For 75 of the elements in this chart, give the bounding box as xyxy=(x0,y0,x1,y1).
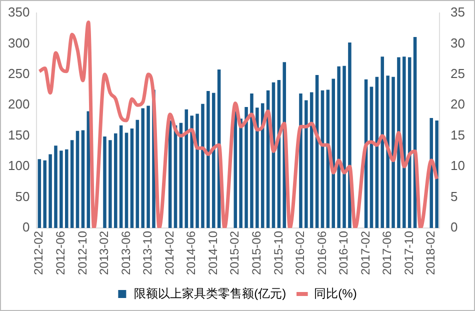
y-tick-label: 0 xyxy=(22,220,30,235)
bar xyxy=(196,114,199,228)
bar xyxy=(38,159,42,228)
bar xyxy=(190,116,194,228)
bar xyxy=(81,130,85,228)
bar xyxy=(48,154,52,228)
x-tick-label: 2017-10 xyxy=(402,230,416,276)
y2-tick-label: 5 xyxy=(450,188,458,204)
bar xyxy=(244,106,248,228)
y2-tick-label: 20 xyxy=(450,96,466,112)
bar xyxy=(386,76,390,228)
y-tick-label: 200 xyxy=(8,96,30,112)
x-tick-label: 2012-02 xyxy=(32,230,46,276)
y2-tick-label: 10 xyxy=(450,158,466,174)
x-tick-label: 2012-10 xyxy=(75,230,90,276)
bar xyxy=(430,118,434,228)
y-tick-label: 150 xyxy=(8,127,30,142)
bar xyxy=(114,133,118,228)
x-tick-label: 2014-10 xyxy=(206,230,220,276)
x-tick-label: 2014-02 xyxy=(162,230,176,276)
y-tick-label: 350 xyxy=(8,4,30,20)
x-tick-label: 2016-02 xyxy=(293,230,308,276)
bar xyxy=(136,120,140,228)
legend-label: 同比(%) xyxy=(314,286,357,300)
bar xyxy=(206,91,210,228)
bar xyxy=(60,150,63,228)
x-tick-label: 2012-06 xyxy=(54,230,68,276)
bar xyxy=(43,160,46,228)
x-tick-label: 2017-02 xyxy=(358,230,372,276)
bar xyxy=(380,56,384,228)
y-tick-label: 50 xyxy=(15,188,30,204)
bar xyxy=(370,86,374,228)
x-tick-label: 2015-10 xyxy=(271,230,286,276)
x-tick-label: 2015-02 xyxy=(228,230,242,276)
bar xyxy=(119,125,123,228)
bar xyxy=(402,56,406,228)
bar xyxy=(250,93,254,228)
x-tick-label: 2013-06 xyxy=(118,230,133,276)
x-tick-label: 2017-06 xyxy=(380,230,394,276)
y2-tick-label: 35 xyxy=(450,4,466,20)
y-tick-label: 300 xyxy=(8,35,30,50)
bar xyxy=(130,128,134,228)
bar xyxy=(435,120,438,228)
bar xyxy=(256,108,259,228)
y2-tick-label: 0 xyxy=(450,220,458,235)
bar xyxy=(54,146,58,228)
x-tick-label: 2015-06 xyxy=(249,230,264,276)
bar xyxy=(337,66,340,228)
bar xyxy=(239,118,242,228)
y-tick-label: 100 xyxy=(8,158,30,174)
x-tick-label: 2016-06 xyxy=(314,230,329,276)
x-tick-label: 2014-06 xyxy=(184,230,198,276)
y2-tick-label: 15 xyxy=(450,127,466,142)
bar xyxy=(124,132,128,228)
bar xyxy=(146,106,150,228)
legend-label: 限额以上家具类零售额(亿元) xyxy=(134,286,286,300)
bar xyxy=(304,100,308,228)
bar xyxy=(299,93,302,228)
x-tick-label: 2013-10 xyxy=(140,230,155,276)
y2-tick-label: 30 xyxy=(450,35,466,50)
bar xyxy=(103,136,106,228)
y-tick-label: 250 xyxy=(8,66,30,81)
bar xyxy=(70,140,74,228)
bar xyxy=(108,140,112,228)
bar xyxy=(212,92,216,228)
bar xyxy=(392,76,395,228)
x-tick-label: 2016-10 xyxy=(336,230,351,276)
x-tick-label: 2018-02 xyxy=(424,230,438,276)
x-tick-label: 2013-02 xyxy=(97,230,112,276)
bar xyxy=(342,66,346,228)
y2-tick-label: 25 xyxy=(450,66,466,81)
bar xyxy=(201,104,204,228)
bar xyxy=(141,108,144,228)
bar xyxy=(76,130,80,228)
bar xyxy=(65,149,68,228)
